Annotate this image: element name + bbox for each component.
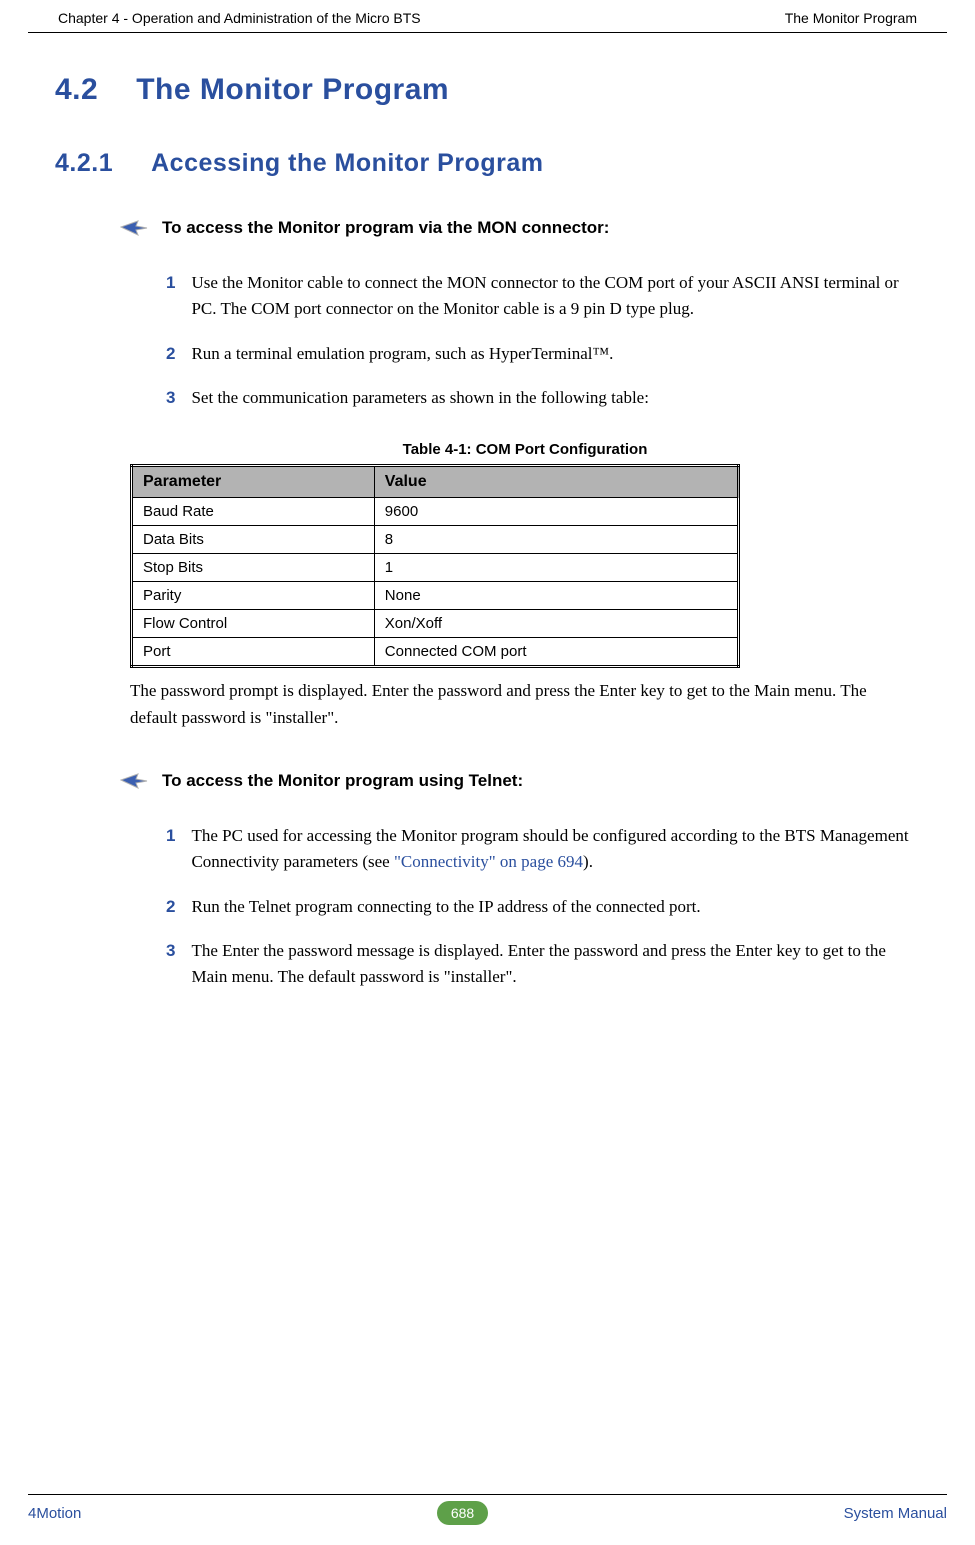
step-list-1: 1 Use the Monitor cable to connect the M… <box>166 270 920 411</box>
table-cell: 9600 <box>374 498 738 526</box>
table-row: Stop Bits 1 <box>132 554 739 582</box>
table-cell: 8 <box>374 526 738 554</box>
step-number: 2 <box>166 341 175 367</box>
header-right: The Monitor Program <box>785 10 917 26</box>
step-item: 3 Set the communication parameters as sh… <box>166 385 920 411</box>
table-cell: 1 <box>374 554 738 582</box>
procedure-title: To access the Monitor program using Teln… <box>162 771 523 791</box>
step-number: 3 <box>166 938 175 991</box>
page-footer: 4Motion 688 System Manual <box>28 1494 947 1525</box>
step-text: Use the Monitor cable to connect the MON… <box>191 270 920 323</box>
page-content: 4.2 The Monitor Program 4.2.1 Accessing … <box>0 33 975 991</box>
step-item: 3 The Enter the password message is disp… <box>166 938 920 991</box>
table-cell: Port <box>132 638 375 667</box>
table-cell: None <box>374 582 738 610</box>
footer-left: 4Motion <box>28 1505 81 1522</box>
step-list-2: 1 The PC used for accessing the Monitor … <box>166 823 920 991</box>
step-number: 3 <box>166 385 175 411</box>
subsection-number: 4.2.1 <box>55 149 113 178</box>
subsection-heading: 4.2.1 Accessing the Monitor Program <box>55 149 920 178</box>
procedure-block-2: To access the Monitor program using Teln… <box>120 771 920 991</box>
table-row: Parity None <box>132 582 739 610</box>
com-port-config-table: Parameter Value Baud Rate 9600 Data Bits… <box>130 464 740 668</box>
step-item: 2 Run a terminal emulation program, such… <box>166 341 920 367</box>
table-row: Port Connected COM port <box>132 638 739 667</box>
table-header-row: Parameter Value <box>132 466 739 498</box>
table-cell: Connected COM port <box>374 638 738 667</box>
step-text-post: ). <box>583 852 593 871</box>
section-title: The Monitor Program <box>136 73 449 107</box>
step-number: 1 <box>166 823 175 876</box>
section-number: 4.2 <box>55 73 98 107</box>
procedure-title: To access the Monitor program via the MO… <box>162 218 609 238</box>
step-number: 2 <box>166 894 175 920</box>
footer-right: System Manual <box>844 1505 947 1522</box>
table-caption: Table 4-1: COM Port Configuration <box>130 441 920 458</box>
table-row: Flow Control Xon/Xoff <box>132 610 739 638</box>
table-cell: Stop Bits <box>132 554 375 582</box>
step-item: 2 Run the Telnet program connecting to t… <box>166 894 920 920</box>
arrow-icon <box>120 218 148 238</box>
step-text: Set the communication parameters as show… <box>191 385 648 411</box>
procedure-lead: To access the Monitor program via the MO… <box>120 218 920 238</box>
page-number-badge: 688 <box>437 1501 488 1525</box>
procedure-lead: To access the Monitor program using Teln… <box>120 771 920 791</box>
header-left: Chapter 4 - Operation and Administration… <box>58 10 421 26</box>
table-cell: Baud Rate <box>132 498 375 526</box>
step-text: Run the Telnet program connecting to the… <box>191 894 700 920</box>
table-row: Baud Rate 9600 <box>132 498 739 526</box>
table-cell: Data Bits <box>132 526 375 554</box>
table-header-cell: Value <box>374 466 738 498</box>
subsection-title: Accessing the Monitor Program <box>151 149 543 178</box>
step-item: 1 The PC used for accessing the Monitor … <box>166 823 920 876</box>
table-cell: Xon/Xoff <box>374 610 738 638</box>
step-text: The Enter the password message is displa… <box>191 938 920 991</box>
step-text: Run a terminal emulation program, such a… <box>191 341 613 367</box>
section-heading: 4.2 The Monitor Program <box>55 73 920 107</box>
procedure-block-1: To access the Monitor program via the MO… <box>120 218 920 411</box>
arrow-icon <box>120 771 148 791</box>
table-cell: Flow Control <box>132 610 375 638</box>
table-header-cell: Parameter <box>132 466 375 498</box>
step-item: 1 Use the Monitor cable to connect the M… <box>166 270 920 323</box>
step-text: The PC used for accessing the Monitor pr… <box>191 823 920 876</box>
step-number: 1 <box>166 270 175 323</box>
post-table-paragraph: The password prompt is displayed. Enter … <box>130 678 910 731</box>
link-connectivity[interactable]: "Connectivity" on page 694 <box>394 852 583 871</box>
page-header: Chapter 4 - Operation and Administration… <box>28 0 947 33</box>
table-row: Data Bits 8 <box>132 526 739 554</box>
table-cell: Parity <box>132 582 375 610</box>
